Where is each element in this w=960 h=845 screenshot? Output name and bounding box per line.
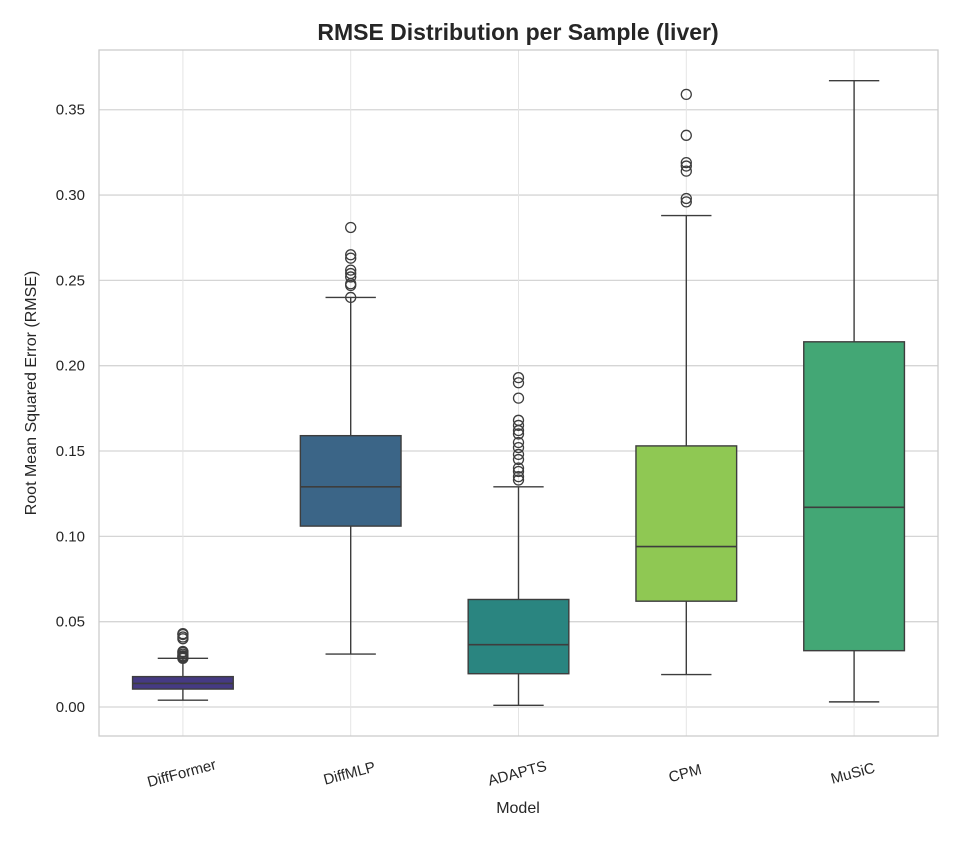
boxes <box>131 80 906 706</box>
x-tick-label: CPM <box>667 761 704 786</box>
y-tick-label: 0.20 <box>56 358 85 375</box>
outlier-point <box>512 462 525 474</box>
outlier-point <box>680 129 692 141</box>
outlier-point <box>512 448 525 461</box>
outlier-point <box>512 465 525 478</box>
box-diffformer <box>131 627 234 701</box>
y-axis-label: Root Mean Squared Error (RMSE) <box>23 271 40 516</box>
x-tick-label: MuSiC <box>829 760 877 788</box>
box-body <box>803 341 906 652</box>
outlier-point <box>512 371 525 384</box>
outlier-point <box>512 392 525 404</box>
outlier-point <box>512 419 525 432</box>
outlier-point <box>512 470 525 483</box>
x-tick-label: DiffMLP <box>322 759 378 789</box>
y-tick-label: 0.35 <box>56 102 85 119</box>
y-axis-ticks: 0.00 0.05 0.10 0.15 0.20 0.25 0.30 0.35 <box>56 102 85 716</box>
outlier-point <box>680 88 692 101</box>
outlier-point <box>177 645 189 658</box>
y-tick-label: 0.10 <box>56 528 85 545</box>
outlier-point <box>177 627 189 640</box>
y-tick-label: 0.30 <box>56 187 85 204</box>
x-tick-label: DiffFormer <box>145 756 218 791</box>
outlier-point <box>680 196 692 208</box>
box-music <box>803 80 906 703</box>
box-diffmlp <box>299 221 402 655</box>
outlier-point <box>680 160 692 172</box>
y-tick-label: 0.05 <box>56 614 85 631</box>
outlier-point <box>512 453 525 466</box>
y-tick-label: 0.00 <box>56 699 85 716</box>
plot-frame <box>98 49 939 737</box>
x-axis-label: Model <box>496 800 540 817</box>
outlier-point <box>512 377 525 389</box>
outlier-point <box>680 192 692 205</box>
box-body <box>467 598 570 675</box>
outlier-point <box>345 249 357 261</box>
box-adapts <box>467 371 570 706</box>
chart-title: RMSE Distribution per Sample (liver) <box>317 19 718 45</box>
outlier-point <box>680 165 692 177</box>
y-tick-label: 0.15 <box>56 443 85 460</box>
x-tick-label: ADAPTS <box>486 758 548 790</box>
outlier-point <box>680 156 692 169</box>
box-body <box>299 434 402 527</box>
outlier-point <box>345 271 357 283</box>
outlier-point <box>512 414 525 426</box>
outlier-point <box>512 428 525 440</box>
outlier-point <box>512 474 525 486</box>
outlier-point <box>345 264 357 276</box>
outlier-point <box>512 436 525 449</box>
y-tick-label: 0.25 <box>56 272 85 289</box>
box-body <box>635 445 738 602</box>
x-axis-ticks: DiffFormer DiffMLP ADAPTS CPM MuSiC <box>145 756 877 791</box>
outlier-point <box>512 441 525 454</box>
outlier-point <box>345 291 357 304</box>
outlier-point <box>345 252 357 264</box>
outlier-point <box>345 267 357 280</box>
box-cpm <box>635 88 738 676</box>
outlier-point <box>345 221 357 234</box>
